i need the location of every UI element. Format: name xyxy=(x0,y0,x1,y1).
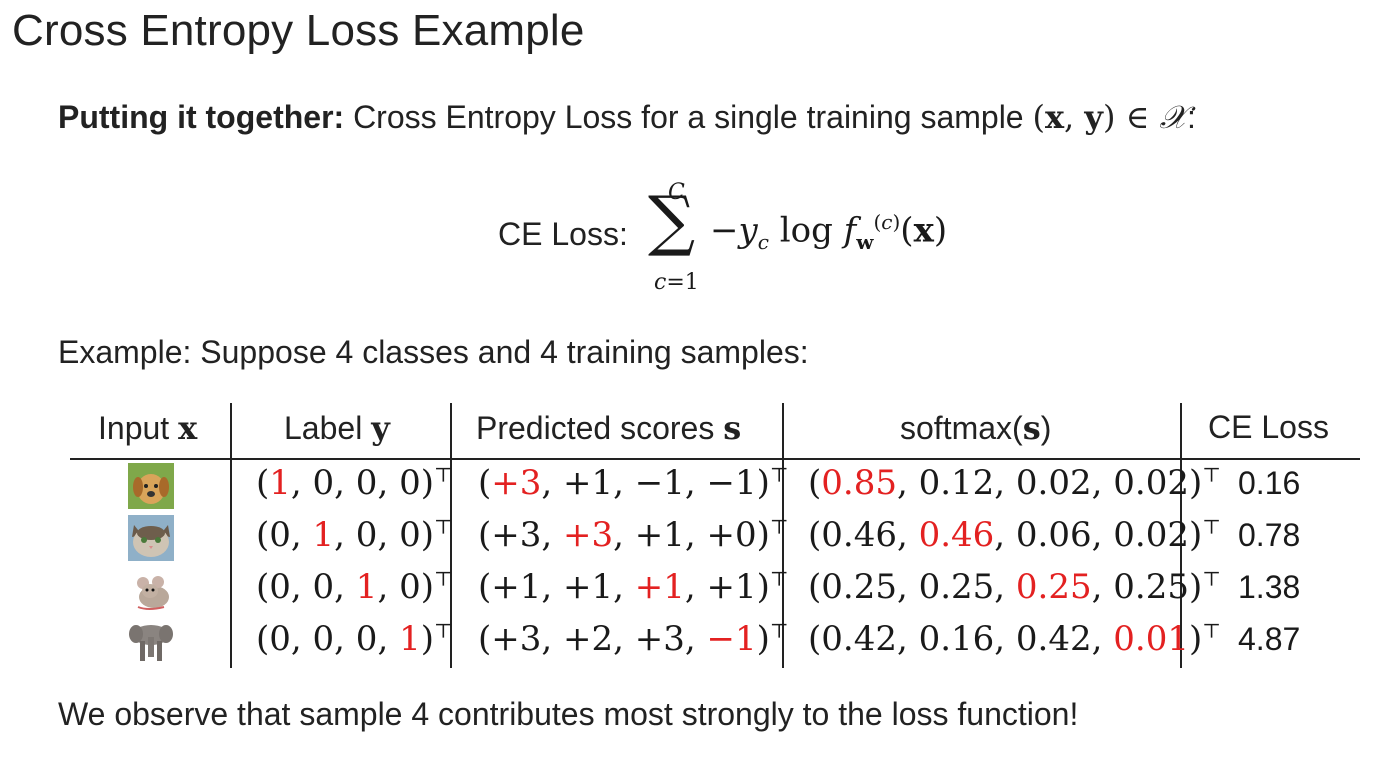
vector-entry: 0 xyxy=(355,463,378,504)
vector-entry: 0 xyxy=(269,515,291,556)
header-scores: Predicted scores s xyxy=(476,409,742,447)
intro-bold: Putting it together: xyxy=(58,99,345,135)
vector-entry: +1 xyxy=(563,463,614,504)
header-label: Label y xyxy=(284,409,390,447)
ce-loss-value: 0.16 xyxy=(1238,465,1301,501)
puppy-image xyxy=(128,463,174,509)
vector-entry: 1 xyxy=(269,463,291,504)
vector-entry: 0.42 xyxy=(821,619,897,660)
vector-entry: 0.25 xyxy=(1113,567,1189,608)
vector-entry: +3 xyxy=(491,463,542,504)
vector-entry: 0.02 xyxy=(1113,463,1189,504)
vector-entry: +1 xyxy=(634,515,685,556)
label-vector: (0, 0, 1, 0)⊤ xyxy=(256,567,453,608)
vector-entry: 0.85 xyxy=(821,463,897,504)
intro-text: Cross Entropy Loss for a single training… xyxy=(353,99,1024,135)
sum-upper-limit: C xyxy=(668,180,685,205)
sample-tuple: (x, y) ∈ 𝒳 xyxy=(1032,98,1188,136)
vector-entry: 1 xyxy=(399,619,421,660)
label-vector: (1, 0, 0, 0)⊤ xyxy=(256,463,453,504)
vector-entry: +1 xyxy=(706,567,757,608)
ce-loss-formula: CE Loss: C ∑ c=1 −yc log fw(c)(x) xyxy=(498,180,1018,300)
vector-entry: 0 xyxy=(399,463,421,504)
vector-entry: 0.02 xyxy=(1113,515,1189,556)
vector-entry: +3 xyxy=(563,515,614,556)
column-divider xyxy=(450,403,452,668)
sum-lower-limit: c=1 xyxy=(654,270,699,295)
column-divider xyxy=(230,403,232,668)
softmax-vector: (0.42, 0.16, 0.42, 0.01)⊤ xyxy=(808,619,1222,660)
mouse-image xyxy=(128,567,174,613)
vector-entry: −1 xyxy=(634,463,685,504)
vector-entry: +1 xyxy=(634,567,685,608)
vector-entry: −1 xyxy=(706,619,757,660)
vector-entry: 0 xyxy=(399,567,421,608)
loss-table: Input x Label y Predicted scores s softm… xyxy=(70,403,1360,668)
scores-vector: (+3, +2, +3, −1)⊤ xyxy=(478,619,789,660)
ce-loss-value: 1.38 xyxy=(1238,569,1301,605)
vector-entry: 0.01 xyxy=(1113,619,1189,660)
ce-loss-value: 4.87 xyxy=(1238,621,1301,657)
vector-entry: 0 xyxy=(312,619,335,660)
vector-entry: +0 xyxy=(706,515,757,556)
scores-vector: (+3, +3, +1, +0)⊤ xyxy=(478,515,789,556)
vector-entry: 0.42 xyxy=(1015,619,1092,660)
example-text: Example: Suppose 4 classes and 4 trainin… xyxy=(58,334,809,370)
vector-entry: 0 xyxy=(355,619,378,660)
header-input: Input x xyxy=(98,409,198,447)
column-divider xyxy=(782,403,784,668)
vector-entry: 0 xyxy=(355,515,378,556)
softmax-vector: (0.46, 0.46, 0.06, 0.02)⊤ xyxy=(808,515,1222,556)
vector-entry: 1 xyxy=(355,567,378,608)
vector-entry: 0.25 xyxy=(1015,567,1092,608)
header-rule xyxy=(70,458,1360,460)
vector-entry: 0.46 xyxy=(821,515,897,556)
vector-entry: +1 xyxy=(563,567,614,608)
vector-entry: 0.25 xyxy=(918,567,995,608)
vector-entry: 0 xyxy=(312,463,335,504)
vector-entry: +2 xyxy=(563,619,614,660)
vector-entry: +3 xyxy=(491,619,542,660)
elephant-image xyxy=(128,619,174,665)
conclusion-text: We observe that sample 4 contributes mos… xyxy=(58,696,1079,732)
vector-entry: 0.46 xyxy=(918,515,995,556)
vector-entry: +3 xyxy=(491,515,542,556)
vector-entry: 0.02 xyxy=(1015,463,1092,504)
vector-entry: 0 xyxy=(312,567,335,608)
vector-entry: +1 xyxy=(491,567,542,608)
intro-line: Putting it together: Cross Entropy Loss … xyxy=(58,98,1196,136)
ce-loss-value: 0.78 xyxy=(1238,517,1301,553)
vector-entry: 1 xyxy=(312,515,335,556)
sum-symbol: ∑ xyxy=(648,182,696,259)
vector-entry: 0 xyxy=(399,515,421,556)
label-vector: (0, 1, 0, 0)⊤ xyxy=(256,515,453,556)
header-loss: CE Loss xyxy=(1208,409,1329,445)
softmax-vector: (0.85, 0.12, 0.02, 0.02)⊤ xyxy=(808,463,1222,504)
scores-vector: (+1, +1, +1, +1)⊤ xyxy=(478,567,789,608)
softmax-vector: (0.25, 0.25, 0.25, 0.25)⊤ xyxy=(808,567,1222,608)
vector-entry: 0.16 xyxy=(918,619,995,660)
vector-entry: 0 xyxy=(269,567,291,608)
vector-entry: −1 xyxy=(706,463,757,504)
vector-entry: 0.12 xyxy=(918,463,995,504)
label-vector: (0, 0, 0, 1)⊤ xyxy=(256,619,453,660)
header-softmax: softmax(s) xyxy=(900,409,1052,447)
vector-entry: 0.06 xyxy=(1015,515,1092,556)
sum-expression: −yc log fw(c)(x) xyxy=(710,210,948,255)
vector-entry: 0.25 xyxy=(821,567,897,608)
vector-entry: +3 xyxy=(634,619,685,660)
vector-entry: 0 xyxy=(269,619,291,660)
slide-title: Cross Entropy Loss Example xyxy=(12,6,585,55)
ce-loss-label: CE Loss: xyxy=(498,216,628,252)
scores-vector: (+3, +1, −1, −1)⊤ xyxy=(478,463,789,504)
cat-image xyxy=(128,515,174,561)
column-divider xyxy=(1180,403,1182,668)
